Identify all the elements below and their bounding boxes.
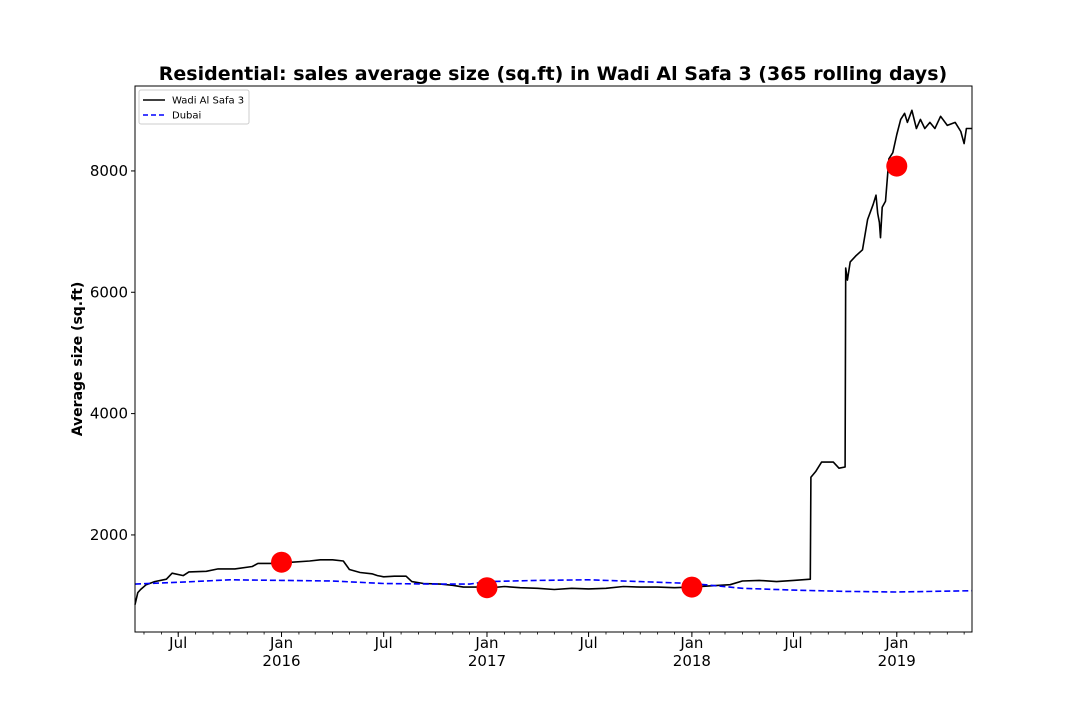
x-tick-year-label: 2017: [468, 652, 506, 670]
x-tick-label: Jul: [579, 634, 598, 652]
x-tick-label: Jan: [884, 634, 908, 652]
x-tick-label: Jul: [783, 634, 802, 652]
legend-label-1: Wadi Al Safa 3: [172, 96, 244, 107]
marker-point-2: [476, 577, 498, 599]
plot-frame: [134, 85, 973, 633]
marker-point-1: [271, 551, 293, 573]
x-tick-label: Jul: [374, 634, 393, 652]
x-tick-year-label: 2016: [262, 652, 300, 670]
x-tick-label: Jan: [679, 634, 703, 652]
chart-title: Residential: sales average size (sq.ft) …: [159, 63, 947, 85]
legend-box: [138, 89, 250, 125]
x-tick-label: Jan: [474, 634, 498, 652]
legend-label-2: Dubai: [172, 111, 201, 122]
y-tick-label: 8000: [90, 162, 128, 180]
plot-area: [134, 109, 973, 605]
y-tick-label: 2000: [90, 526, 128, 544]
series-line-1: [134, 109, 972, 605]
x-tick-label: Jul: [168, 634, 187, 652]
y-axis-label: Average size (sq.ft): [70, 282, 86, 437]
x-tick-year-label: 2018: [673, 652, 711, 670]
marker-point-3: [681, 576, 703, 598]
marker-point-4: [886, 155, 908, 177]
x-tick-label: Jan: [269, 634, 293, 652]
series-line-2: [134, 579, 973, 593]
y-tick-label: 4000: [90, 405, 128, 423]
legend: Wadi Al Safa 3 Dubai: [138, 89, 250, 125]
y-tick-label: 6000: [90, 283, 128, 301]
x-tick-year-label: 2019: [878, 652, 916, 670]
